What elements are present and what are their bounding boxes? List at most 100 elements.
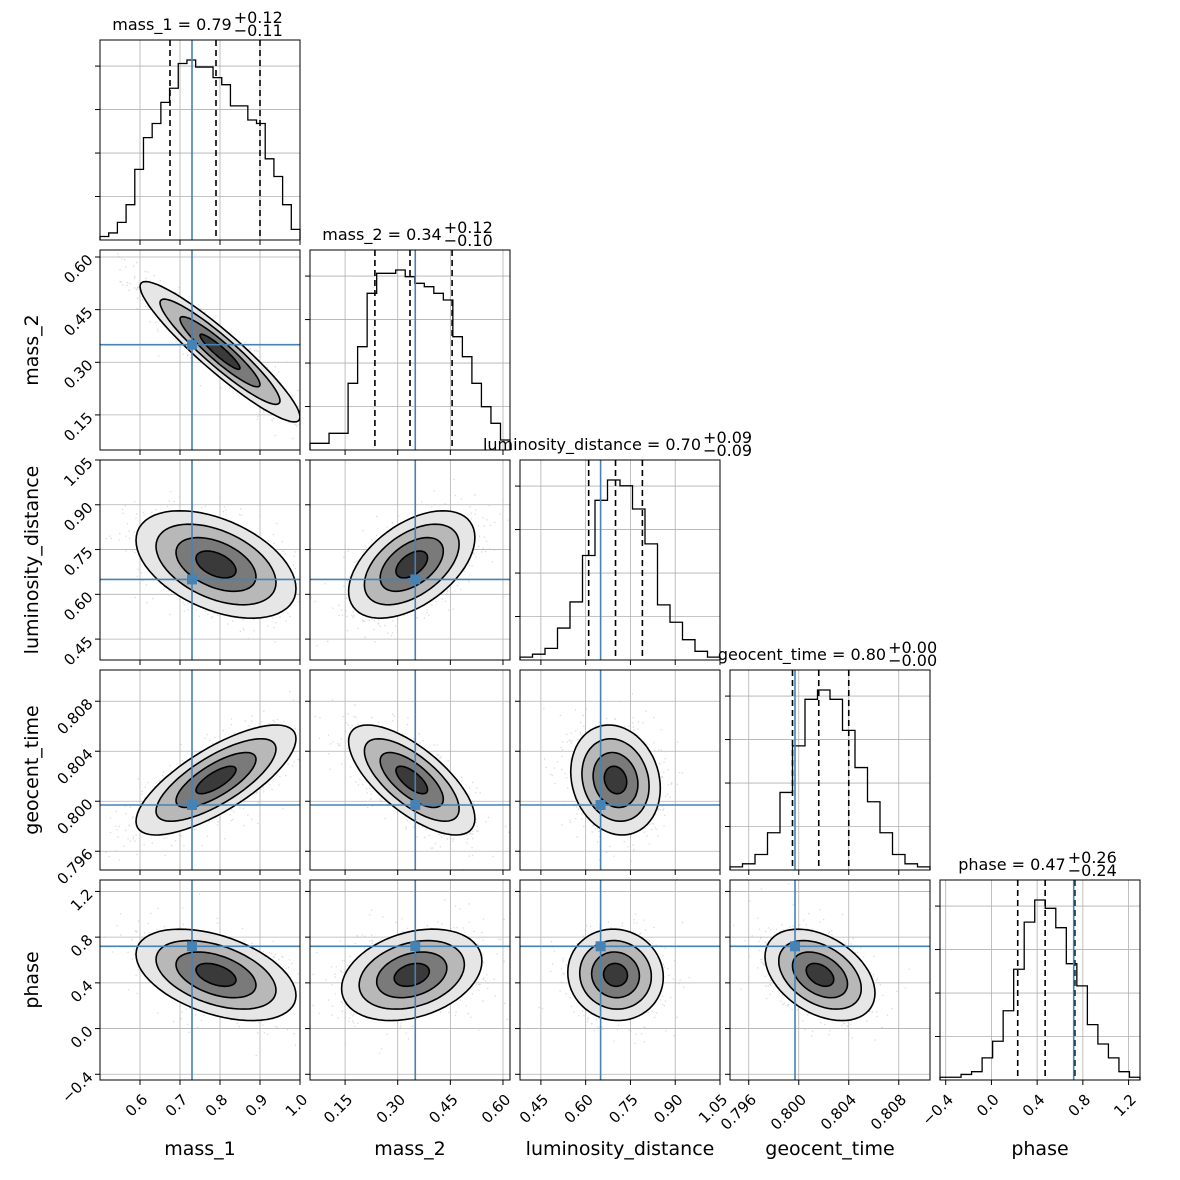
contour-level-3 [395,550,429,579]
contour-level-1 [363,737,460,823]
histogram-panel-mass_2: mass_2 = 0.34 +0.12−0.10 [305,218,511,451]
histogram-title-err-minus-geocent_time: −0.00 [888,651,937,670]
panel-frame-mass_1 [99,39,301,241]
y-tick-label-mass_2: 0.60 [60,251,96,287]
x-tick-label-mass_2: 0.15 [320,1091,356,1127]
panel-frame [99,879,301,1081]
x-axis-label-geocent_time: geocent_time [765,1138,894,1160]
panel-content [310,670,510,870]
x-tick-label-mass_1: 0.9 [242,1091,272,1121]
density-fill-level-3 [196,766,236,794]
contour-panel-luminosity_distance-phase [519,879,721,1081]
panel-content [730,880,930,1080]
histogram-title-luminosity_distance: luminosity_distance = 0.70 [483,435,701,455]
histogram-title-err-minus-mass_1: −0.11 [234,21,283,40]
contour-level-3 [602,962,629,988]
contour-level-1 [159,298,281,406]
density-fill-level-3 [603,963,628,987]
density-fill-level-3 [396,766,428,794]
truth-marker [187,941,197,952]
contour-level-0 [566,928,665,1022]
contour-level-2 [175,751,257,809]
panel-content [100,670,300,870]
contour-level-3 [395,765,429,795]
truth-marker [410,941,421,952]
panel-content [100,460,300,660]
contour-level-1 [155,523,277,606]
panel-frame-phase [939,879,1141,1081]
histogram-panel-geocent_time: geocent_time = 0.80 +0.00−0.00 [718,638,937,871]
histogram-step-luminosity_distance [519,479,721,660]
x-tick-label-mass_1: 0.6 [122,1091,152,1121]
histogram-step-phase [939,899,1141,1080]
contour-panel-geocent_time-phase [729,879,931,1081]
contour-panel-mass_1-geocent_time [99,669,301,871]
y-tick-label-phase: −0.4 [58,1068,96,1106]
panel-frame-mass_2 [309,249,511,451]
panel-frame [99,459,301,661]
truth-marker [187,339,197,350]
panel-frame-luminosity_distance [519,459,721,661]
panel-content [520,880,720,1080]
contour-panel-mass_1-mass_2 [99,249,301,451]
y-tick-label-luminosity_distance: 0.60 [60,588,96,624]
contour-level-3 [199,333,241,371]
truth-marker [595,800,606,810]
y-axis-label-mass_2: mass_2 [21,314,43,386]
histogram-title-geocent_time: geocent_time = 0.80 [718,645,886,665]
contour-panel-mass_1-phase [99,879,301,1081]
y-tick-label-geocent_time: 0.804 [53,745,96,788]
y-tick-label-luminosity_distance: 0.90 [60,499,96,535]
contour-level-3 [805,962,835,988]
truth-marker [410,574,421,585]
density-fill-level-3 [604,766,627,794]
y-tick-label-mass_2: 0.45 [60,303,96,339]
histogram-title-err-minus-mass_2: −0.10 [444,231,493,250]
contour-level-1 [363,523,460,606]
histogram-title-err-plus-mass_2: +0.12 [444,218,493,237]
y-tick-label-geocent_time: 0.796 [53,845,96,888]
x-tick-label-mass_2: 0.30 [373,1091,409,1127]
contour-level-2 [179,315,261,388]
histogram-title-err-plus-mass_1: +0.12 [234,8,283,27]
histogram-title-err-plus-phase: +0.26 [1068,848,1117,867]
x-axis-label-phase: phase [1011,1138,1068,1160]
contour-level-0 [347,509,476,620]
panel-content [310,880,510,1080]
contour-level-0 [340,928,483,1022]
y-tick-label-phase: 0.4 [67,977,97,1007]
contour-panel-mass_1-luminosity_distance [99,459,301,661]
x-tick-label-phase: 1.2 [1110,1091,1140,1121]
x-tick-label-mass_2: 0.60 [478,1091,514,1127]
panel-frame [309,669,511,871]
histogram-title-phase: phase = 0.47 [958,855,1065,874]
contour-level-2 [375,951,448,999]
x-tick-label-phase: 0.8 [1065,1091,1095,1121]
histogram-panel-luminosity_distance: luminosity_distance = 0.70 +0.09−0.09 [483,428,752,661]
panel-content [310,460,510,660]
y-tick-label-luminosity_distance: 0.45 [60,633,96,669]
y-tick-label-luminosity_distance: 0.75 [60,543,96,579]
x-tick-label-mass_1: 0.7 [162,1091,192,1121]
y-tick-label-mass_2: 0.30 [60,356,96,392]
x-axis-label-mass_2: mass_2 [374,1138,446,1160]
contour-level-0 [139,280,300,423]
truth-marker [790,941,800,952]
truth-marker [595,941,606,952]
panel-frame [99,249,301,451]
y-tick-label-phase: 0.8 [67,931,97,961]
x-tick-label-geocent_time: 0.808 [867,1091,910,1134]
y-axis-label-luminosity_distance: luminosity_distance [21,466,43,655]
contour-level-2 [791,951,849,999]
histogram-title-err-plus-geocent_time: +0.00 [888,638,937,657]
y-axis-label-geocent_time: geocent_time [21,705,43,834]
contour-level-1 [581,738,650,822]
x-tick-label-phase: 0.0 [973,1091,1003,1121]
contour-level-3 [603,765,628,795]
x-tick-label-phase: 0.4 [1019,1091,1049,1121]
panel-frame [519,879,721,1081]
contour-level-1 [358,939,466,1010]
histogram-title-mass_2: mass_2 = 0.34 [322,225,441,245]
contour-level-3 [393,962,431,988]
